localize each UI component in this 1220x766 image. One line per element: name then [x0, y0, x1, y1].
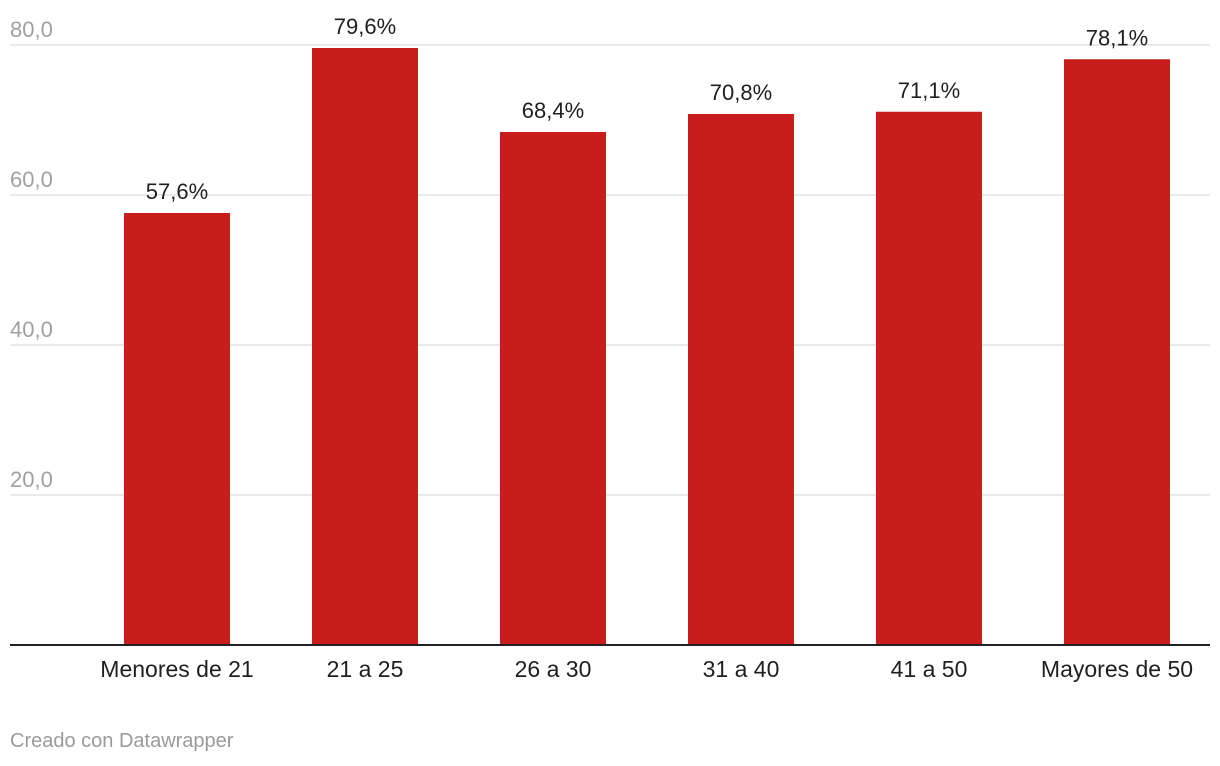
bar: [500, 132, 606, 645]
x-tick-label: 41 a 50: [891, 656, 968, 682]
datawrapper-credit: Creado con Datawrapper: [10, 730, 234, 752]
x-tick-label: 26 a 30: [515, 656, 592, 682]
x-tick-label: 31 a 40: [703, 656, 780, 682]
data-labels: 57,6% 79,6% 68,4% 70,8% 71,1% 78,1%: [146, 14, 1148, 204]
y-tick-label: 80,0: [10, 17, 53, 42]
data-label: 79,6%: [334, 14, 396, 39]
data-label: 71,1%: [898, 78, 960, 103]
bars: [124, 48, 1170, 645]
bar: [1064, 59, 1170, 645]
bar: [312, 48, 418, 645]
x-tick-label: Mayores de 50: [1041, 656, 1193, 682]
x-axis-ticks: Menores de 21 21 a 25 26 a 30 31 a 40 41 a 5…: [100, 656, 1193, 682]
y-axis-ticks: 20,0 40,0 60,0 80,0: [10, 17, 53, 492]
y-tick-label: 20,0: [10, 467, 53, 492]
bar: [124, 213, 230, 645]
y-tick-label: 40,0: [10, 317, 53, 342]
bar-chart: 20,0 40,0 60,0 80,0 57,6% 79,6% 68,4% 70,8% 71,…: [10, 14, 1210, 682]
x-tick-label: 21 a 25: [327, 656, 404, 682]
x-tick-label: Menores de 21: [100, 656, 253, 682]
data-label: 57,6%: [146, 179, 208, 204]
data-label: 68,4%: [522, 98, 584, 123]
bar: [876, 111, 982, 645]
y-tick-label: 60,0: [10, 167, 53, 192]
data-label: 78,1%: [1086, 25, 1148, 50]
bar: [688, 114, 794, 645]
data-label: 70,8%: [710, 80, 772, 105]
